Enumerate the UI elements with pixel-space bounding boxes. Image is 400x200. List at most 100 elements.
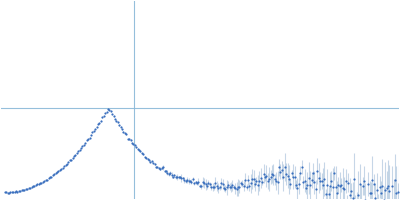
Point (99, 116, 106, 119)
Point (190, 177, 196, 181)
Point (219, 183, 226, 186)
Point (325, 192, 332, 195)
Point (342, 179, 349, 182)
Point (216, 186, 223, 189)
Point (198, 185, 204, 188)
Point (120, 130, 127, 133)
Point (215, 187, 222, 190)
Point (269, 173, 275, 176)
Point (328, 179, 335, 183)
Point (7, 191, 14, 194)
Point (214, 185, 220, 188)
Point (170, 175, 176, 178)
Point (374, 189, 380, 192)
Point (95, 123, 101, 126)
Point (229, 184, 236, 187)
Point (143, 156, 149, 159)
Point (310, 171, 316, 175)
Point (118, 125, 124, 128)
Point (148, 160, 155, 163)
Point (324, 183, 330, 186)
Point (144, 157, 151, 160)
Point (345, 181, 352, 184)
Point (10, 190, 16, 193)
Point (178, 176, 185, 180)
Point (17, 189, 24, 192)
Point (122, 132, 128, 135)
Point (259, 180, 265, 183)
Point (85, 137, 91, 141)
Point (379, 185, 386, 188)
Point (304, 184, 310, 187)
Point (210, 185, 216, 188)
Point (109, 113, 115, 116)
Point (23, 188, 29, 191)
Point (276, 166, 282, 169)
Point (27, 186, 33, 190)
Point (334, 191, 340, 194)
Point (65, 161, 72, 164)
Point (98, 119, 104, 122)
Point (218, 182, 224, 185)
Point (167, 171, 173, 175)
Point (194, 182, 200, 185)
Point (32, 184, 39, 187)
Point (256, 180, 262, 183)
Point (54, 171, 60, 174)
Point (308, 178, 315, 181)
Point (296, 182, 302, 185)
Point (311, 181, 318, 184)
Point (74, 152, 80, 155)
Point (211, 185, 217, 189)
Point (382, 188, 388, 191)
Point (365, 182, 371, 186)
Point (66, 159, 73, 162)
Point (105, 107, 111, 111)
Point (127, 138, 134, 141)
Point (52, 172, 59, 175)
Point (156, 167, 162, 170)
Point (372, 196, 378, 200)
Point (266, 177, 272, 180)
Point (154, 166, 161, 169)
Point (303, 187, 309, 190)
Point (300, 181, 306, 184)
Point (126, 137, 132, 140)
Point (76, 148, 83, 151)
Point (86, 136, 93, 140)
Point (317, 180, 323, 183)
Point (201, 182, 207, 185)
Point (204, 185, 210, 188)
Point (362, 199, 368, 200)
Point (130, 142, 136, 145)
Point (240, 185, 247, 188)
Point (129, 141, 135, 144)
Point (368, 191, 374, 194)
Point (376, 186, 383, 189)
Point (226, 185, 233, 188)
Point (337, 184, 343, 187)
Point (112, 117, 118, 120)
Point (61, 165, 67, 168)
Point (48, 175, 54, 178)
Point (252, 183, 258, 186)
Point (69, 156, 76, 159)
Point (236, 185, 243, 188)
Point (94, 125, 100, 128)
Point (338, 184, 344, 187)
Point (50, 173, 56, 177)
Point (332, 185, 339, 189)
Point (340, 186, 346, 190)
Point (158, 166, 165, 169)
Point (13, 190, 19, 193)
Point (187, 179, 193, 183)
Point (75, 150, 82, 153)
Point (14, 190, 21, 193)
Point (51, 173, 57, 176)
Point (8, 190, 15, 193)
Point (78, 146, 84, 149)
Point (283, 173, 289, 176)
Point (298, 166, 305, 169)
Point (58, 167, 64, 170)
Point (163, 170, 169, 173)
